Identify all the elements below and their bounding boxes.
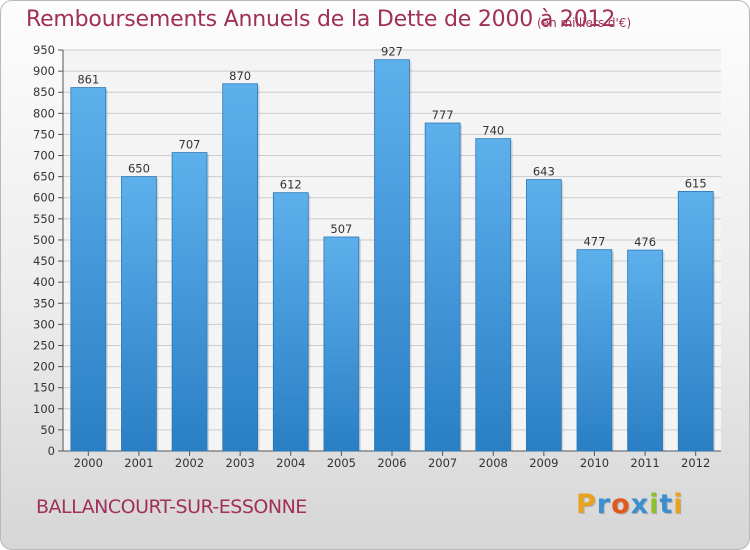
bar-2004: [272, 192, 309, 452]
bar-2008: [475, 138, 512, 452]
y-tick-label: 50: [40, 423, 55, 437]
bar-value-label: 615: [685, 176, 707, 190]
bar-2001: [121, 176, 157, 452]
bar-value-label: 650: [128, 162, 150, 176]
x-tick-label: 2005: [327, 456, 356, 470]
x-tick-label: 2006: [377, 456, 406, 470]
y-tick-label: 250: [33, 338, 55, 352]
y-tick-label: 800: [33, 106, 55, 120]
bar-2010: [576, 249, 613, 452]
x-tick-label: 2011: [630, 456, 659, 470]
commune-name: BALLANCOURT-SUR-ESSONNE: [36, 496, 307, 518]
x-tick-label: 2002: [175, 456, 204, 470]
bar-2012: [677, 191, 714, 452]
x-tick-label: 2008: [479, 456, 508, 470]
bar-2011: [627, 249, 663, 452]
bar-value-label: 777: [432, 108, 454, 122]
bar-2006: [374, 59, 410, 452]
y-tick-label: 950: [33, 43, 55, 57]
y-tick-label: 100: [33, 402, 55, 416]
y-tick-label: 650: [33, 170, 55, 184]
x-tick-label: 2010: [580, 456, 609, 470]
bar-2003: [222, 83, 259, 452]
y-tick-label: 200: [33, 360, 55, 374]
x-tick-label: 2003: [226, 456, 255, 470]
x-tick-label: 2012: [681, 456, 710, 470]
bar-value-label: 507: [330, 222, 352, 236]
bar-value-label: 612: [280, 178, 302, 192]
chart-title: Remboursements Annuels de la Dette de 20…: [26, 7, 616, 32]
y-tick-label: 500: [33, 233, 55, 247]
y-tick-label: 150: [33, 381, 55, 395]
bar-value-label: 707: [179, 138, 201, 152]
y-tick-label: 450: [33, 254, 55, 268]
bar-2007: [424, 122, 461, 452]
y-tick-label: 700: [33, 149, 55, 163]
x-tick-label: 2000: [74, 456, 103, 470]
bar-value-label: 476: [634, 235, 656, 249]
bar-value-label: 740: [482, 124, 504, 138]
bar-value-label: 861: [77, 73, 99, 87]
y-tick-label: 900: [33, 64, 55, 78]
bar-value-label: 477: [583, 235, 605, 249]
chart-unit-note: (en milliers d'€): [537, 16, 632, 30]
y-tick-label: 350: [33, 296, 55, 310]
bar-2009: [525, 179, 562, 452]
x-tick-label: 2009: [529, 456, 558, 470]
bar-value-label: 643: [533, 165, 555, 179]
bar-2005: [323, 236, 360, 452]
x-tick-label: 2001: [124, 456, 153, 470]
x-tick-label: 2007: [428, 456, 457, 470]
y-tick-label: 750: [33, 127, 55, 141]
bar-value-label: 870: [229, 69, 251, 83]
bar-2000: [70, 87, 107, 452]
y-tick-label: 400: [33, 275, 55, 289]
bar-2002: [171, 152, 208, 452]
proxiti-logo: Proxiti: [576, 489, 684, 520]
bar-value-label: 927: [381, 45, 403, 59]
y-tick-label: 550: [33, 212, 55, 226]
y-tick-label: 300: [33, 317, 55, 331]
y-tick-label: 600: [33, 191, 55, 205]
y-tick-label: 850: [33, 85, 55, 99]
x-tick-label: 2004: [276, 456, 305, 470]
y-tick-label: 0: [48, 444, 55, 458]
